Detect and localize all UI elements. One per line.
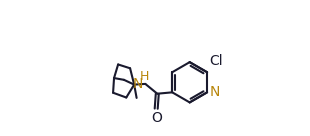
Text: N: N bbox=[132, 77, 143, 91]
Text: Cl: Cl bbox=[210, 54, 223, 68]
Text: O: O bbox=[151, 111, 162, 125]
Text: N: N bbox=[210, 85, 220, 99]
Text: H: H bbox=[140, 69, 149, 83]
